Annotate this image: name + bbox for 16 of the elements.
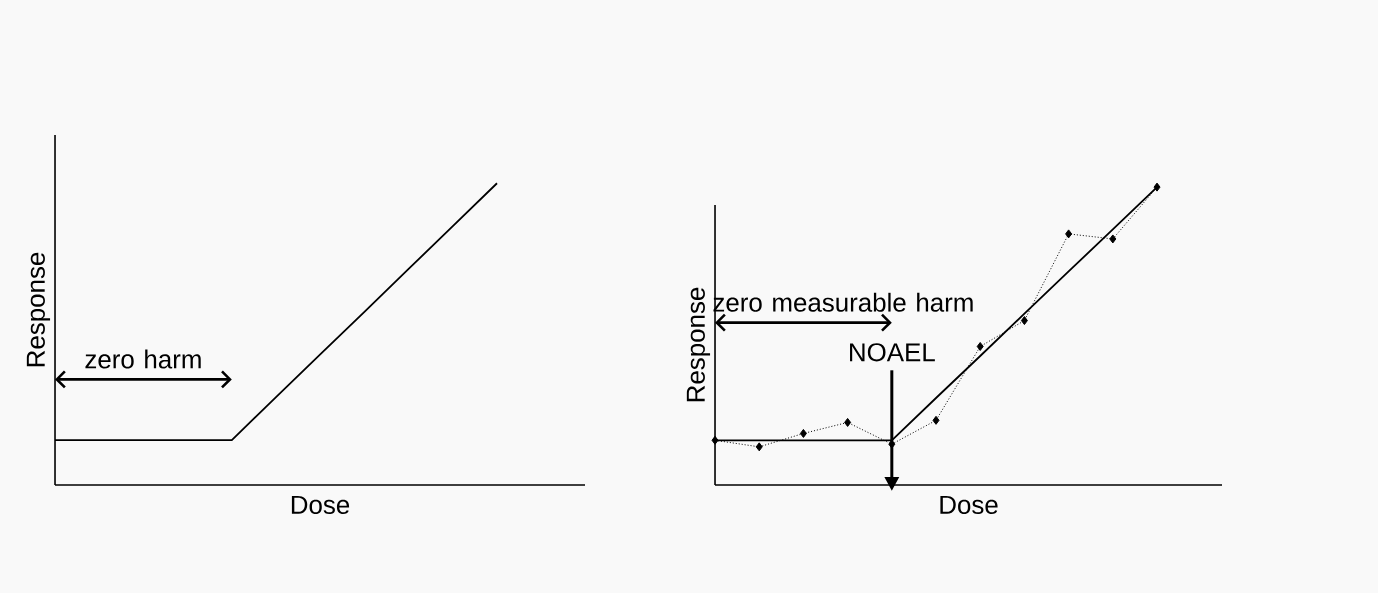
- point: [844, 417, 852, 427]
- point: [1020, 316, 1028, 326]
- point: [755, 442, 763, 452]
- y-axis-title: Response: [686, 287, 711, 402]
- annotation: NOAEL: [850, 343, 935, 362]
- point: [799, 428, 807, 438]
- point: [1153, 182, 1161, 192]
- point: [1109, 234, 1117, 244]
- x-axis-title: Dose: [940, 495, 998, 515]
- point: [1065, 229, 1073, 239]
- annotation: zero harm: [85, 349, 201, 369]
- point: [976, 341, 984, 351]
- x-axis-title: Dose: [291, 495, 350, 515]
- point: [711, 435, 719, 445]
- point: [932, 415, 940, 425]
- y-axis-title: Response: [26, 252, 51, 367]
